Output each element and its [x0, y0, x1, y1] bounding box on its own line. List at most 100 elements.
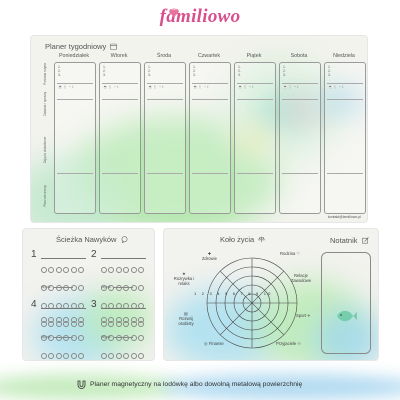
row-label-activities: Zajęcia dodatkowe: [43, 136, 47, 164]
weekly-planner-panel: Planer tygodniowy Poranna rutyna Zadania…: [31, 36, 367, 222]
wheel-title: Koło życia: [220, 235, 266, 244]
day-column: Wtorek 1. 2. 3. ☕ 🍴 ◔ ☾: [98, 52, 141, 216]
day-column: Środa 1. 2. 3. ☕ 🍴 ◔ ☾: [143, 52, 186, 216]
day-label: Wtorek: [110, 53, 128, 59]
meal-icons: ☕ 🍴 ◔ ☾: [58, 85, 75, 89]
area-label: Przyjaciele: [276, 341, 297, 346]
day-box: 1. 2. 3. ☕ 🍴 ◔ ☾: [54, 62, 96, 214]
planner-columns: Poniedziałek 1. 2. 3. ☕ 🍴 ◔ ☾ Wtorek 1. 2. 3. ☕ …: [53, 52, 366, 216]
scale-tick: 5: [225, 291, 230, 296]
planner-title: Planer tygodniowy: [45, 42, 118, 51]
habit-number: 2: [91, 249, 97, 260]
area-sport: Sport ✈: [296, 313, 311, 318]
area-label: Rozrywka i relaks: [173, 276, 195, 286]
heart-logo-icon: [169, 8, 179, 17]
day-column: Czwartek 1. 2. 3. ☕ 🍴 ◔ ☾: [188, 52, 231, 216]
area-label: Rodzina: [280, 251, 296, 256]
footer-text: Planer magnetyczny na lodówkę albo dowol…: [90, 381, 303, 388]
day-column: Poniedziałek 1. 2. 3. ☕ 🍴 ◔ ☾: [53, 52, 96, 216]
magnet-icon: [77, 380, 86, 389]
day-box: 1. 2. 3. ☕ 🍴 ◔ ☾: [279, 62, 321, 214]
habit-score: Wynik:: [41, 285, 74, 289]
meal-icons: ☕ 🍴 ◔ ☾: [103, 85, 120, 89]
brand-logo: familiowo: [0, 6, 400, 30]
day-column: Sobota 1. 2. 3. ☕ 🍴 ◔ ☾: [278, 52, 321, 216]
day-box: 1. 2. 3. ☕ 🍴 ◔ ☾: [324, 62, 366, 214]
check-marks: 1. 2. 3.: [238, 65, 241, 77]
habit-number: 1: [31, 249, 37, 260]
day-label: Niedziela: [333, 53, 355, 59]
area-friends: Przyjaciele ⚇: [276, 341, 302, 346]
day-label: Środa: [156, 53, 172, 59]
habit-number: 4: [31, 299, 37, 310]
area-finance: ◎ Finanse: [204, 341, 224, 346]
notes-title-text: Notatnik: [330, 236, 358, 245]
habit-dots[interactable]: [41, 312, 87, 360]
scale-tick: 7: [240, 291, 245, 296]
scale-tick: 2: [201, 291, 207, 296]
area-label: Relacje Zawodowe: [290, 273, 312, 283]
day-box: 1. 2. 3. ☕ 🍴 ◔ ☾: [144, 62, 186, 214]
habit-tracker-panel: Ścieżka Nawyków 1 Wynik: 2 Wynik: 4 Wyni…: [23, 229, 154, 360]
habit-score: Wynik:: [101, 335, 134, 339]
area-label: Rozwój osobisty: [178, 316, 194, 326]
area-growth: ▤ Rozwój osobisty: [178, 311, 194, 326]
day-label: Sobota: [290, 53, 308, 59]
habits-title: Ścieżka Nawyków: [56, 235, 128, 244]
check-marks: 1. 2. 3.: [193, 65, 196, 77]
scale-tick: 10: [263, 291, 273, 296]
area-health: ✚ Zdrowie: [202, 251, 217, 261]
habits-title-text: Ścieżka Nawyków: [56, 235, 117, 244]
planner-title-text: Planer tygodniowy: [45, 42, 107, 51]
score-label: Wynik:: [101, 335, 112, 339]
check-marks: 1. 2. 3.: [148, 65, 151, 77]
scale-tick: 8: [248, 291, 253, 296]
area-label: Sport: [296, 313, 307, 318]
scale-tick: 4: [217, 291, 222, 296]
fish-icon: [337, 310, 357, 322]
area-label: Zdrowie: [202, 256, 217, 261]
meal-icons: ☕ 🍴 ◔ ☾: [238, 85, 255, 89]
habit-number: 3: [91, 299, 97, 310]
area-label: Finanse: [208, 341, 224, 346]
day-box: 1. 2. 3. ☕ 🍴 ◔ ☾: [189, 62, 231, 214]
scale-tick: 3: [209, 291, 214, 296]
check-marks: 1. 2. 3.: [283, 65, 286, 77]
day-column: Piątek 1. 2. 3. ☕ 🍴 ◔ ☾: [233, 52, 276, 216]
habit-score: Wynik:: [41, 335, 74, 339]
habit-dots[interactable]: [101, 312, 147, 360]
notes-title: Notatnik: [330, 236, 369, 245]
score-label: Wynik:: [101, 285, 112, 289]
speech-bubble-icon: [121, 236, 127, 244]
day-box: 1. 2. 3. ☕ 🍴 ◔ ☾: [99, 62, 141, 214]
day-label: Piątek: [246, 53, 262, 59]
scales-icon: [258, 236, 266, 243]
calendar-icon: [110, 43, 118, 50]
check-marks: 1. 2. 3.: [58, 65, 61, 77]
meal-icons: ☕ 🍴 ◔ ☾: [283, 85, 300, 89]
row-label-evening: Plan wieczorny: [43, 185, 47, 207]
wheel-of-life-panel: Koło życia Notatnik 1 2 3 4 5 6 7 8 9 10…: [164, 229, 378, 360]
wheel-chart[interactable]: [202, 253, 302, 353]
wheel-scale: 1 2 3 4 5 6 7 8 9 10: [194, 291, 273, 296]
day-label: Czwartek: [197, 53, 221, 59]
notes-area[interactable]: [321, 252, 371, 354]
brand-name: familiowo: [159, 6, 241, 27]
score-label: Wynik:: [41, 285, 52, 289]
scale-tick: 1: [194, 291, 199, 296]
day-label: Poniedziałek: [58, 53, 90, 59]
area-fun: ★ Rozrywka i relaks: [173, 271, 195, 286]
scale-tick: 6: [232, 291, 238, 296]
habit-score: Wynik:: [101, 285, 134, 289]
area-family: Rodzina ♡: [280, 251, 301, 256]
row-label-tasks: Zadania i sprawy: [43, 91, 47, 117]
day-box: 1. 2. 3. ☕ 🍴 ◔ ☾: [234, 62, 276, 214]
contact-email: kontakt@familiowo.pl: [327, 215, 361, 219]
check-marks: 1. 2. 3.: [103, 65, 106, 77]
edit-icon: [361, 237, 369, 244]
meal-icons: ☕ 🍴 ◔ ☾: [193, 85, 210, 89]
scale-tick: 9: [256, 291, 261, 296]
check-marks: 1. 2. 3.: [328, 65, 331, 77]
wheel-title-text: Koło życia: [220, 235, 255, 244]
meal-icons: ☕ 🍴 ◔ ☾: [328, 85, 345, 89]
